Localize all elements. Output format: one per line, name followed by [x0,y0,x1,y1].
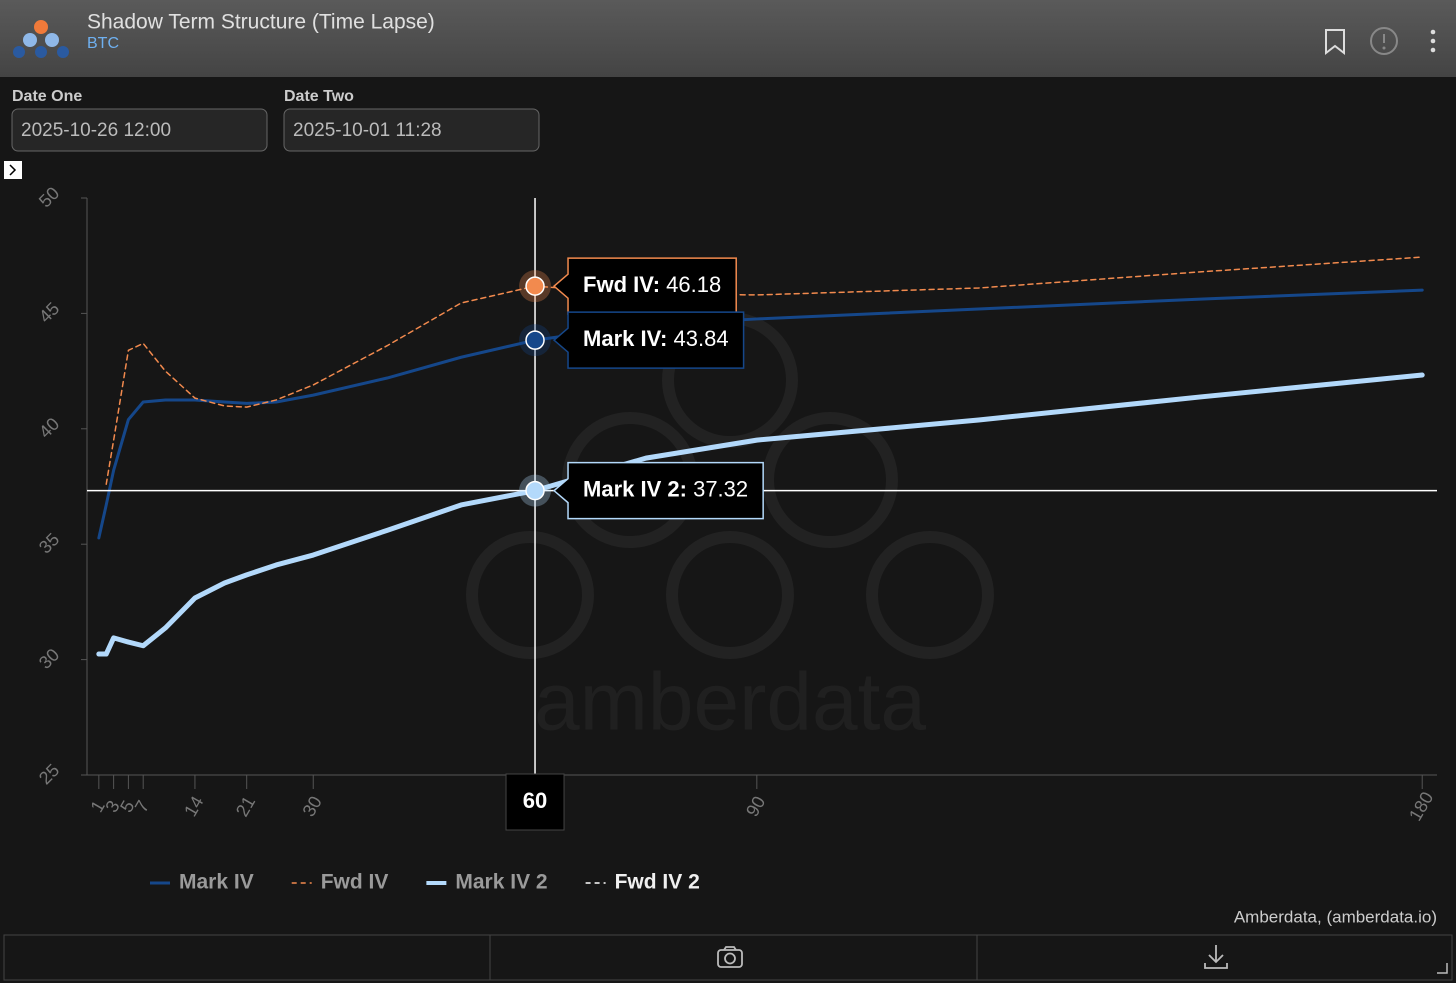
camera-button[interactable] [717,946,743,968]
tooltip-value: 37.32 [693,476,748,501]
date-input[interactable] [11,108,268,152]
legend-label[interactable]: Mark IV 2 [455,871,547,894]
bookmark-icon[interactable] [1325,29,1345,56]
tooltip-value: 43.84 [674,326,729,351]
tooltip-label: Mark IV 2: [583,476,687,501]
tooltip-box [552,461,764,520]
menu-icon[interactable] [1430,29,1436,53]
date-input[interactable] [283,108,540,152]
tooltip-box [552,311,745,369]
input-label: Date Two [284,88,354,105]
footer-bar [3,934,1453,981]
logo [13,20,69,58]
credit: Amberdata, (amberdata.io) [1234,907,1437,926]
series-line [105,256,1423,485]
tooltip-value: 46.18 [666,272,721,297]
series-line [97,288,1424,540]
marker [525,480,545,501]
tooltip-text: Mark IV 2: 37.32 [583,476,748,501]
legend-label[interactable]: Fwd IV 2 [615,871,700,894]
tooltip: Fwd IV: 46.18 [552,257,737,315]
marker [525,330,545,350]
resize-handle[interactable] [1437,963,1448,974]
crosshair-x-box [505,773,565,831]
crosshair-x-label: 60 [523,788,547,813]
series-line [96,372,1425,657]
subtitle: BTC [87,35,119,52]
input-value: 2025-10-01 11:28 [293,120,442,141]
title: Shadow Term Structure (Time Lapse) [87,11,435,34]
tooltip: Mark IV 2: 37.32 [552,461,764,520]
tooltip-label: Mark IV: [583,326,667,351]
watermark-text: amberdata [534,657,926,748]
legend-label[interactable]: Fwd IV [321,871,389,894]
tooltip-text: Mark IV: 43.84 [583,326,729,351]
legend-label[interactable]: Mark IV [179,871,254,894]
tooltip-box [552,257,737,315]
tooltip-text: Fwd IV: 46.18 [583,272,721,297]
info-icon[interactable] [1370,27,1398,55]
header-bar [0,0,1456,77]
marker [525,276,545,296]
expand-toggle[interactable] [4,161,22,179]
tooltip-label: Fwd IV: [583,272,660,297]
input-value: 2025-10-26 12:00 [21,120,171,141]
download-button[interactable] [1204,945,1228,969]
tooltip: Mark IV: 43.84 [552,311,745,369]
input-label: Date One [12,88,82,105]
